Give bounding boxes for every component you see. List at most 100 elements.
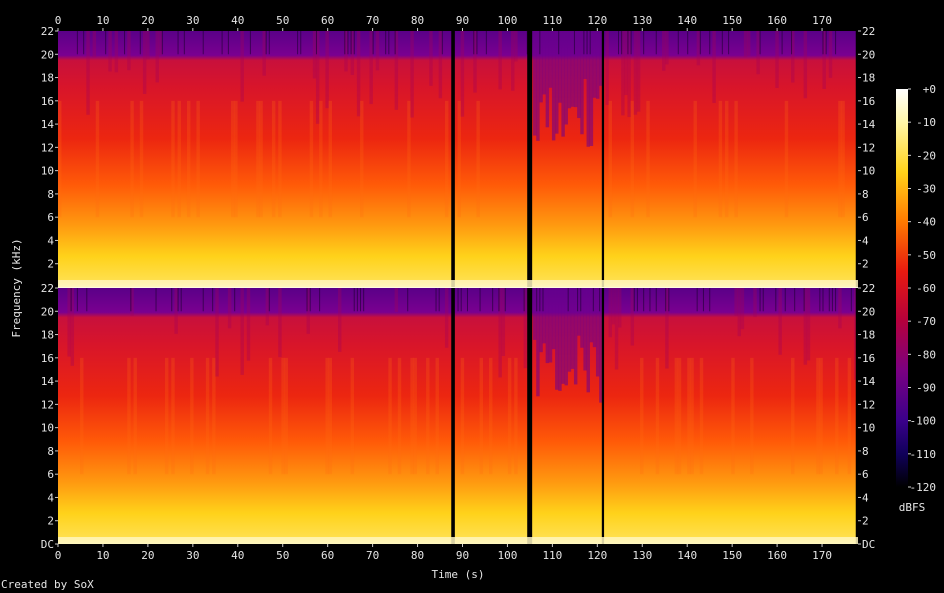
spectrum-column bbox=[58, 100, 62, 218]
spectrum-streak bbox=[360, 288, 362, 312]
spectrum-column bbox=[312, 31, 317, 79]
colorbar: +0 -10 -20 -30 -40 -50 -60 -70 -80 -90 -100 -110 -12… bbox=[896, 83, 936, 514]
x-tick-label-bottom: 10 bbox=[96, 549, 109, 562]
spectrum-streak bbox=[539, 288, 541, 312]
spectrum-streak bbox=[161, 31, 163, 55]
spectrum-streak bbox=[599, 288, 601, 312]
spectrum-column bbox=[130, 100, 134, 218]
spectrum-column bbox=[114, 31, 119, 73]
spectrum-streak bbox=[457, 288, 459, 312]
spectrum-column bbox=[737, 288, 741, 337]
spectrum-column bbox=[611, 288, 616, 325]
x-tick-label-bottom: 130 bbox=[632, 549, 652, 562]
y-tick-label-right: 20 bbox=[862, 305, 875, 318]
spectrum-column bbox=[746, 31, 751, 56]
spectrum-streak bbox=[794, 288, 796, 312]
x-tick-label-top: 150 bbox=[722, 14, 742, 27]
spectrum-column bbox=[542, 288, 546, 344]
y-tick-label-left: 6 bbox=[47, 211, 54, 224]
spectrum-streak bbox=[775, 288, 777, 312]
spectrum-column bbox=[665, 31, 669, 65]
spectrum-column bbox=[360, 100, 364, 218]
spectrum-streak bbox=[655, 288, 657, 312]
spectrum-column bbox=[429, 31, 433, 86]
spectrum-streak bbox=[580, 288, 582, 312]
spectrum-streak bbox=[542, 288, 544, 312]
spectrum-column bbox=[284, 357, 288, 475]
colorbar-tick-label: -40 bbox=[916, 216, 936, 229]
y-tick-label-left: 16 bbox=[41, 95, 54, 108]
spectrum-column bbox=[457, 100, 461, 218]
spectrum-column bbox=[256, 100, 260, 218]
dropout-band bbox=[855, 288, 858, 544]
spectrum-column bbox=[338, 288, 342, 352]
spectrum-streak bbox=[105, 31, 107, 55]
spectrum-column bbox=[699, 357, 704, 475]
spectrum-streak bbox=[202, 288, 204, 312]
y-tick-label-right: 4 bbox=[862, 491, 869, 504]
spectrum-column bbox=[394, 288, 399, 312]
spectrum-streak bbox=[649, 288, 651, 312]
spectrum-column bbox=[630, 288, 635, 346]
y-tick-label-right: 14 bbox=[862, 118, 876, 131]
spectrum-column bbox=[558, 31, 562, 103]
x-tick-label-top: 100 bbox=[498, 14, 518, 27]
spectrum-column bbox=[278, 100, 282, 218]
low-frequency-band bbox=[58, 537, 858, 544]
spectrum-column bbox=[309, 100, 314, 218]
spectrum-column bbox=[665, 288, 669, 369]
spectrum-streak bbox=[573, 31, 575, 55]
spectrum-streak bbox=[504, 288, 506, 312]
spectrum-column bbox=[542, 31, 546, 95]
spectrum-streak bbox=[558, 31, 560, 55]
spectrum-streak bbox=[441, 31, 443, 55]
x-tick-label-top: 70 bbox=[366, 14, 379, 27]
spectrum-streak bbox=[183, 31, 185, 55]
spectrum-streak bbox=[633, 288, 635, 312]
spectrum-streak bbox=[306, 288, 308, 312]
spectrum-column bbox=[171, 357, 175, 475]
y-tick-label-right: 14 bbox=[862, 375, 876, 388]
spectrum-column bbox=[548, 288, 553, 363]
spectrum-column bbox=[592, 288, 597, 348]
spectrum-column bbox=[523, 288, 528, 369]
spectrum-column bbox=[838, 288, 842, 329]
x-tick-label-top: 80 bbox=[411, 14, 424, 27]
colorbar-tick-label: -90 bbox=[916, 382, 936, 395]
low-frequency-band bbox=[58, 280, 858, 287]
spectrum-column bbox=[599, 31, 603, 86]
spectrum-column bbox=[394, 31, 399, 110]
spectrum-streak bbox=[356, 288, 358, 312]
spectrum-column bbox=[599, 288, 603, 403]
spectrum-streak bbox=[319, 288, 321, 312]
x-tick-label-bottom: 100 bbox=[498, 549, 518, 562]
x-tick-label-bottom: 20 bbox=[141, 549, 154, 562]
spectrum-streak bbox=[586, 31, 588, 55]
spectrum-column bbox=[407, 100, 411, 218]
spectrum-streak bbox=[577, 288, 579, 312]
spectrum-streak bbox=[819, 288, 821, 312]
spectrum-streak bbox=[784, 288, 786, 312]
spectrum-streak bbox=[630, 31, 632, 55]
x-tick-label-bottom: 30 bbox=[186, 549, 199, 562]
spectrum-streak bbox=[677, 31, 679, 55]
x-tick-label-bottom: 150 bbox=[722, 549, 742, 562]
spectrum-streak bbox=[130, 288, 132, 312]
colorbar-tick-label: +0 bbox=[923, 83, 936, 96]
colorbar-label: dBFS bbox=[899, 501, 926, 514]
spectrum-streak bbox=[70, 288, 72, 312]
spectrum-streak bbox=[180, 288, 182, 312]
spectrum-streak bbox=[350, 31, 352, 55]
spectrum-streak bbox=[124, 31, 126, 55]
spectrum-streak bbox=[643, 31, 645, 55]
spectrum-column bbox=[507, 357, 512, 475]
spectrum-column bbox=[580, 31, 584, 135]
y-tick-label-right: 10 bbox=[862, 165, 875, 178]
spectrum-column bbox=[564, 288, 568, 386]
y-tick-label-left: 14 bbox=[41, 118, 55, 131]
colorbar-tick-label: -110 bbox=[910, 448, 937, 461]
y-tick-label-left: 18 bbox=[41, 72, 54, 85]
spectrum-streak bbox=[759, 288, 761, 312]
spectrum-streak bbox=[234, 288, 236, 312]
